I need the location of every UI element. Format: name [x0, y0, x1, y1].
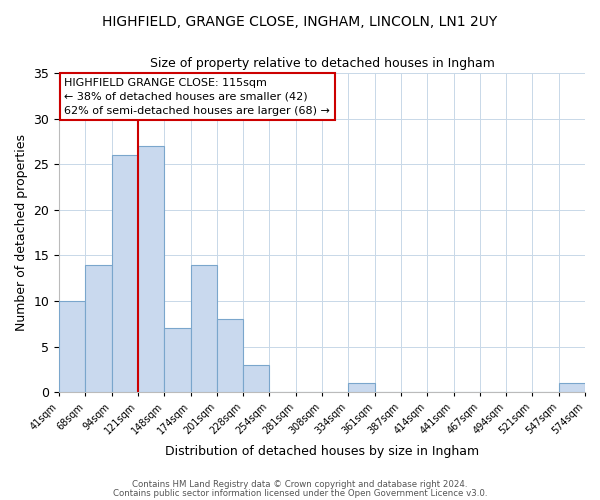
Bar: [138, 146, 164, 392]
Bar: [164, 328, 191, 392]
X-axis label: Distribution of detached houses by size in Ingham: Distribution of detached houses by size …: [165, 444, 479, 458]
Text: Contains HM Land Registry data © Crown copyright and database right 2024.: Contains HM Land Registry data © Crown c…: [132, 480, 468, 489]
Bar: [559, 383, 585, 392]
Title: Size of property relative to detached houses in Ingham: Size of property relative to detached ho…: [149, 58, 494, 70]
Bar: [349, 383, 374, 392]
Text: HIGHFIELD, GRANGE CLOSE, INGHAM, LINCOLN, LN1 2UY: HIGHFIELD, GRANGE CLOSE, INGHAM, LINCOLN…: [103, 15, 497, 29]
Text: HIGHFIELD GRANGE CLOSE: 115sqm
← 38% of detached houses are smaller (42)
62% of : HIGHFIELD GRANGE CLOSE: 115sqm ← 38% of …: [64, 78, 330, 116]
Bar: [243, 365, 269, 392]
Bar: [85, 264, 112, 392]
Bar: [59, 301, 85, 392]
Y-axis label: Number of detached properties: Number of detached properties: [15, 134, 28, 331]
Bar: [112, 155, 138, 392]
Text: Contains public sector information licensed under the Open Government Licence v3: Contains public sector information licen…: [113, 489, 487, 498]
Bar: [217, 320, 243, 392]
Bar: [191, 264, 217, 392]
